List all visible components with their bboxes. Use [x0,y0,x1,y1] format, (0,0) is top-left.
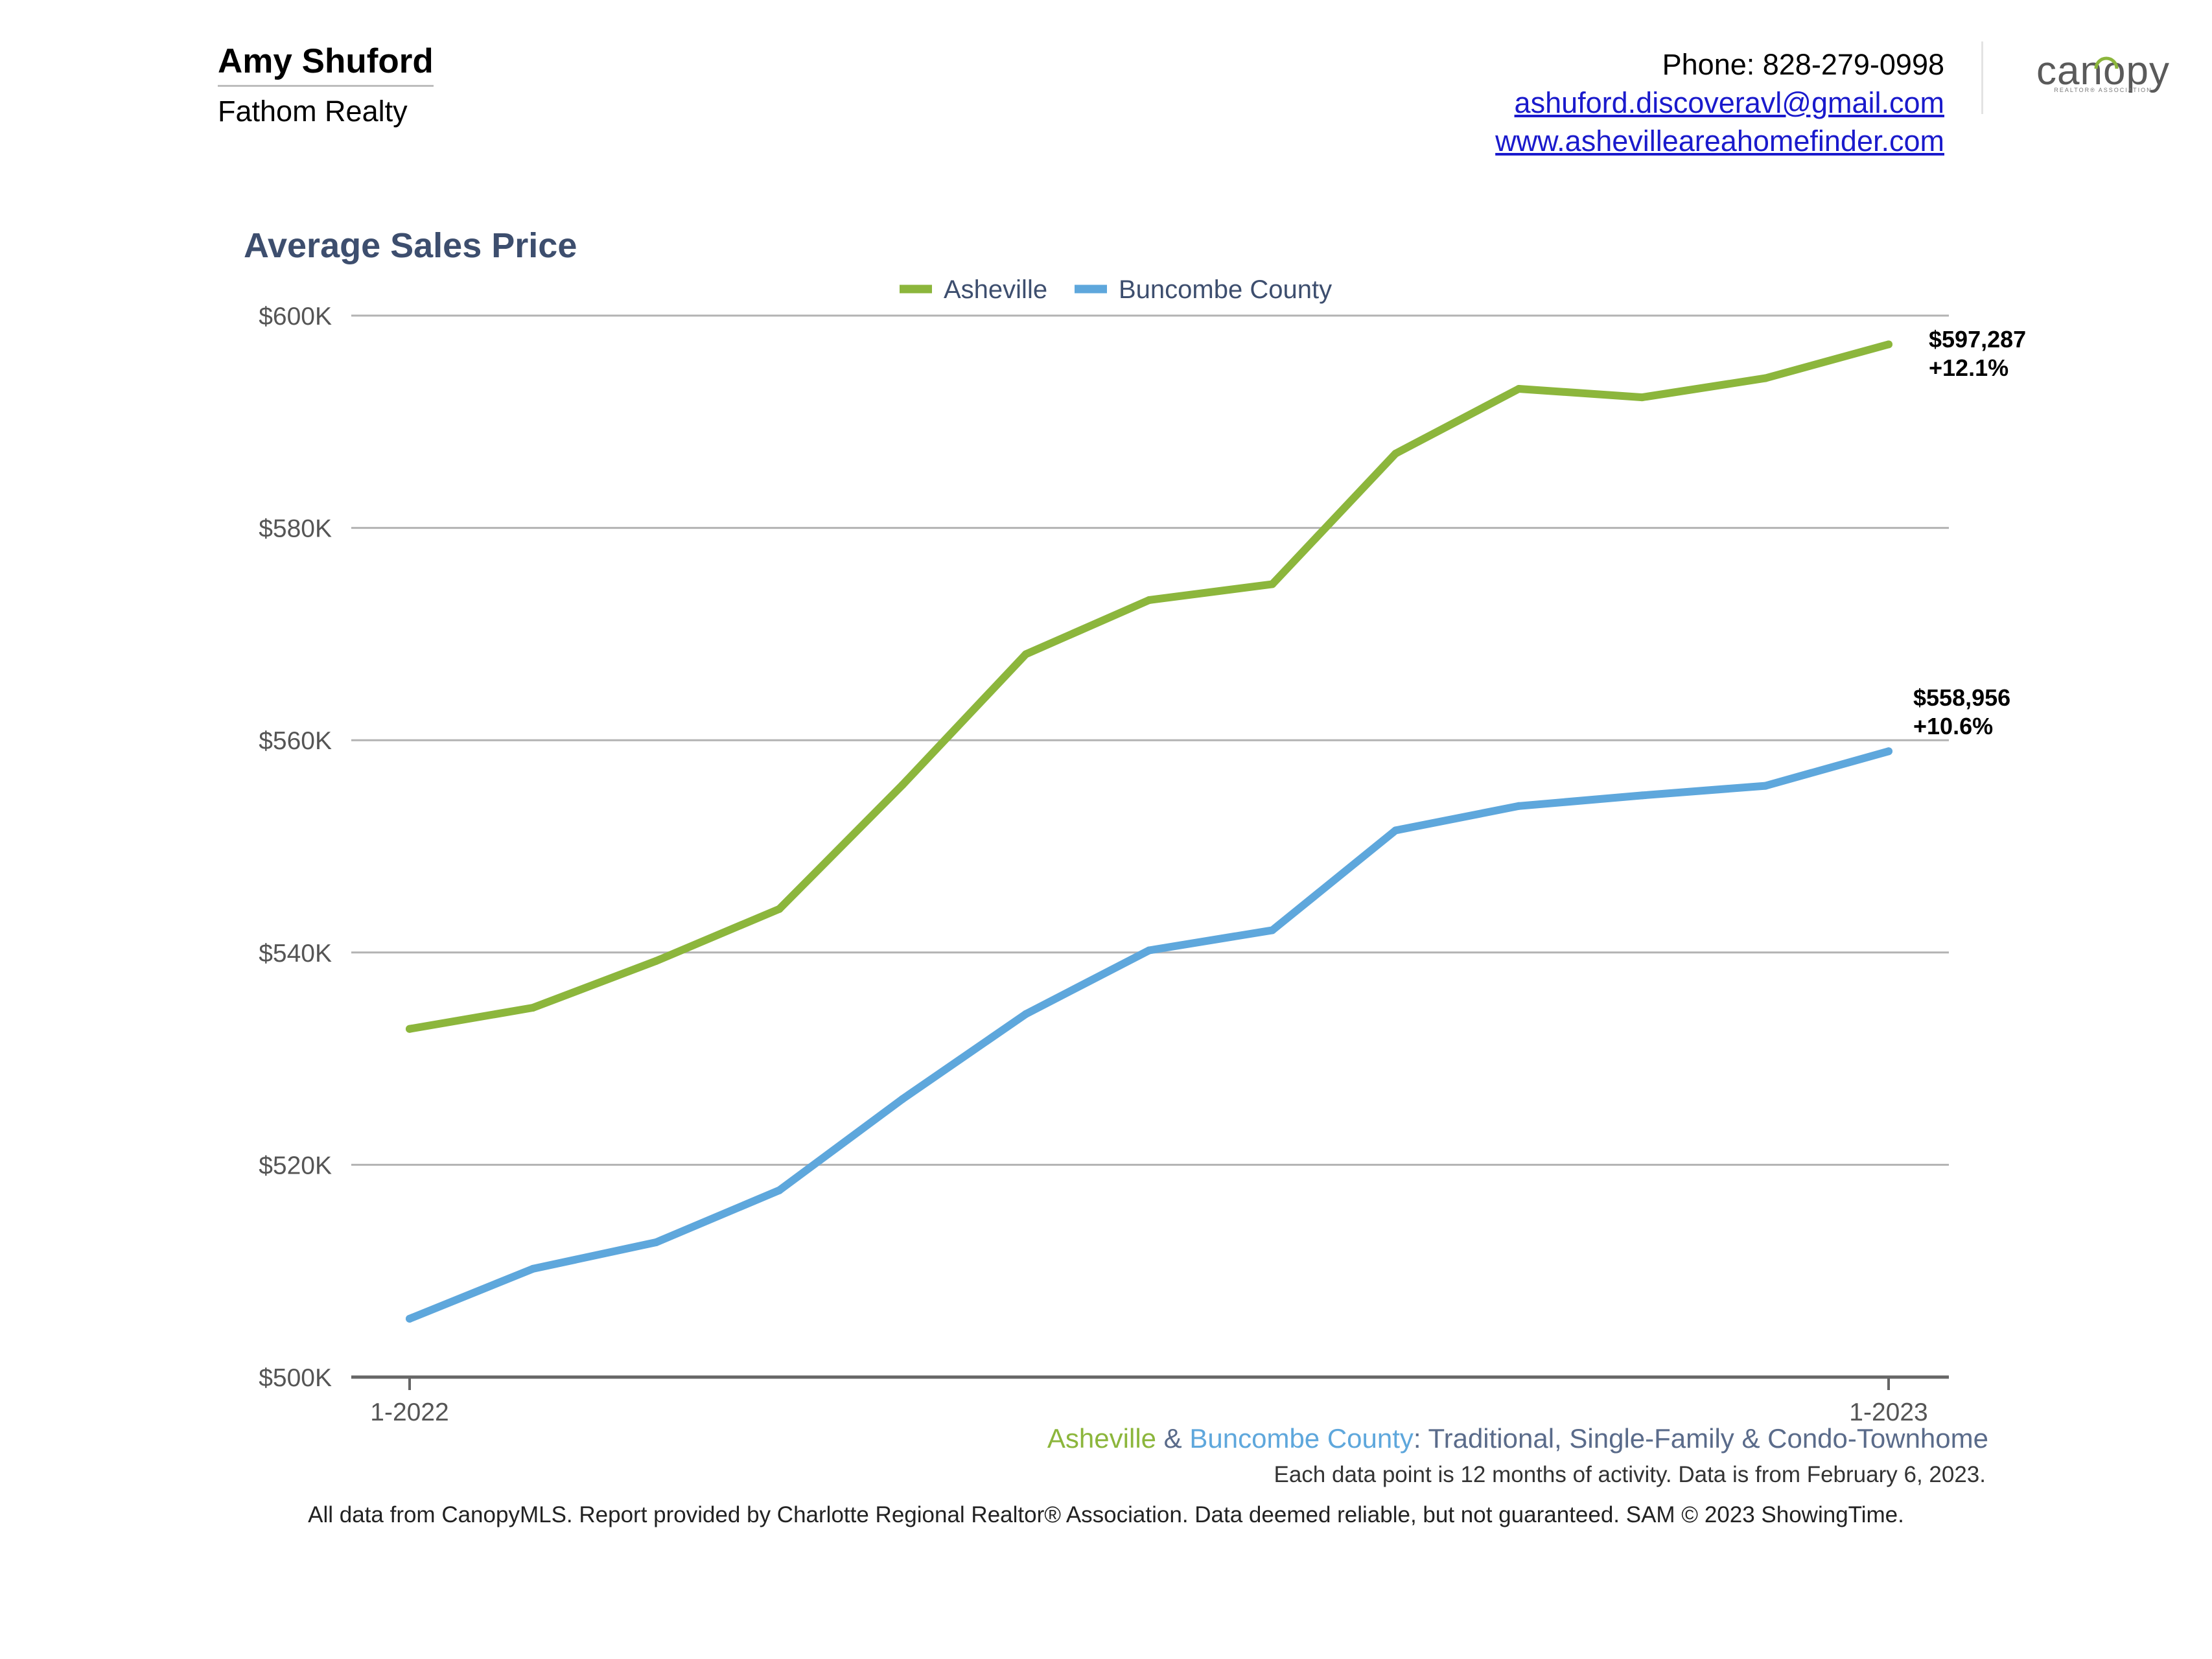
legend-label: Asheville [944,275,1047,304]
end-change-label: +12.1% [1929,354,2008,381]
canopy-logo: canopy REALTOR® ASSOCIATION [2022,48,2184,100]
subtitle-buncombe: Buncombe County [1189,1423,1414,1454]
data-point [652,957,660,965]
phone-number: Phone: 828-279-0998 [1662,48,1944,81]
end-value-label: $558,956 [1913,684,2010,711]
y-tick-label: $560K [259,727,332,755]
data-point [406,1314,413,1323]
data-point [1761,782,1769,790]
data-point [1391,826,1400,835]
logo-arc-icon [2094,56,2119,69]
data-point [1145,596,1153,604]
data-point [1515,802,1523,810]
data-point [1761,374,1769,382]
end-value-labels: $597,287+12.1% $558,956+10.6% [1913,326,2026,739]
data-point [1885,747,1892,756]
line-chart: Asheville Buncombe County $500K $520K $540K… [259,275,2026,1426]
data-point [652,1238,660,1246]
y-tick-label: $600K [259,303,332,331]
data-point [1515,385,1523,393]
x-tick-label: 1-2023 [1849,1398,1927,1426]
x-tick-label: 1-2022 [370,1398,448,1426]
logo-subtext: REALTOR® ASSOCIATION [2054,87,2152,93]
subtitle-ampersand: & [1156,1423,1190,1454]
subtitle-asheville: Asheville [1047,1423,1157,1454]
data-point [1145,946,1153,955]
email-link[interactable]: ashuford.discoveravl@gmail.com [1514,86,1944,119]
data-point [775,1186,784,1194]
chart-legend: Asheville Buncombe County [900,275,1332,304]
data-point [1268,926,1277,934]
chart-title: Average Sales Price [244,226,577,265]
y-tick-label: $500K [259,1364,332,1392]
data-point [775,905,784,913]
series-lines [406,340,1892,1323]
data-point [1638,791,1646,800]
chart-grid [351,314,1949,1166]
x-axis: 1-2022 1-2023 [351,1375,1949,1426]
data-point [1021,1010,1030,1018]
data-point [1638,393,1646,402]
logo-wordmark: canopy [2036,49,2170,93]
agency-name: Fathom Realty [218,95,408,128]
data-point [898,780,907,789]
legend-label: Buncombe County [1119,275,1332,304]
data-point [529,1003,537,1012]
data-point [529,1264,537,1273]
data-point [1391,449,1400,458]
data-point [1885,340,1892,349]
series-line [406,340,1892,1033]
y-axis-ticks: $500K $520K $540K $560K $580K $600K [259,303,332,1392]
end-change-label: +10.6% [1913,713,1993,739]
data-note: Each data point is 12 months of activity… [1274,1462,1986,1487]
data-point [1021,650,1030,658]
series-line [406,747,1892,1323]
agent-name: Amy Shuford [218,41,434,87]
website-link[interactable]: www.ashevilleareahomefinder.com [1495,124,1944,157]
y-tick-label: $520K [259,1152,332,1179]
subtitle-description: : Traditional, Single-Family & Condo-Tow… [1413,1423,1988,1454]
end-value-label: $597,287 [1929,326,2026,353]
data-point [406,1025,413,1033]
contact-block: Phone: 828-279-0998 ashuford.discoveravl… [1495,45,1944,160]
header-divider [1981,41,1983,114]
y-tick-label: $540K [259,940,332,968]
chart-subtitle: Asheville & Buncombe County: Traditional… [1047,1423,1988,1454]
data-point [898,1095,907,1103]
footer-disclaimer: All data from CanopyMLS. Report provided… [308,1502,1904,1527]
y-tick-label: $580K [259,515,332,543]
data-point [1268,580,1277,588]
